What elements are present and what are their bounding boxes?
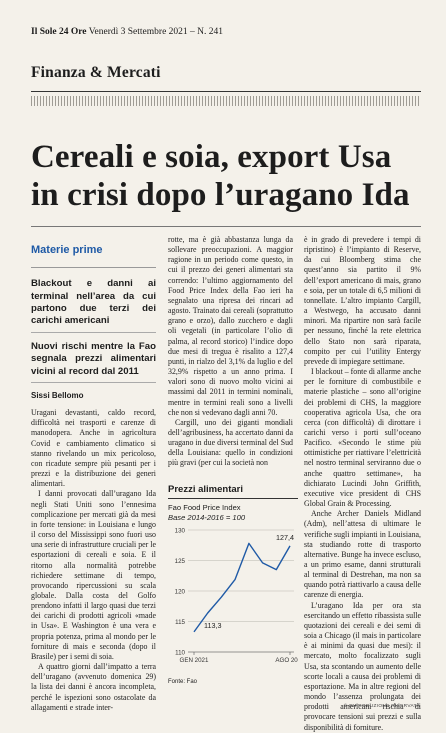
issue-number: – N. 241 <box>190 27 223 37</box>
issue-date: Venerdì 3 Settembre 2021 <box>89 27 188 37</box>
body-paragraph: Uragani devastanti, caldo record, diffic… <box>31 408 156 489</box>
chart-base-note: Base 2014-2016 = 100 <box>168 513 298 523</box>
body-paragraph: è in grado di prevedere i tempi di ripri… <box>304 235 421 367</box>
y-tick-label: 110 <box>175 650 185 657</box>
author-divider <box>31 382 156 383</box>
body-paragraph: L’uragano Ida per ora sta esercitando un… <box>304 601 421 733</box>
kicker-label: Materie prime <box>31 245 156 255</box>
chart-source: Fonte: Fao <box>168 679 298 685</box>
body-paragraph: Anche Archer Daniels Midland (Adm), nell… <box>304 509 421 600</box>
body-paragraph: A quattro giorni dall’impatto a terra de… <box>31 662 156 713</box>
y-tick-label: 130 <box>175 528 186 535</box>
chart-subtitle: Fao Food Price Index Base 2014-2016 = 10… <box>168 503 298 522</box>
headline-rule <box>31 226 421 227</box>
masthead: Il Sole 24 Ore Venerdì 3 Settembre 2021 … <box>31 27 223 37</box>
chart-plot: 110 115 120 125 130 113,3 127,4 GEN 2021 AGO 202… <box>168 522 298 672</box>
column-2: rotte, ma è già abbastanza lunga da soll… <box>168 235 293 469</box>
callout-low-label: 113,3 <box>204 621 221 630</box>
section-title: Finanza & Mercati <box>31 64 161 82</box>
summary-2: Nuovi rischi mentre la Fao segnala prezz… <box>31 341 156 378</box>
body-paragraph: rotte, ma è già abbastanza lunga da soll… <box>168 235 293 418</box>
chart-index-name: Fao Food Price Index <box>168 503 298 513</box>
x-tick-label: GEN 2021 <box>180 657 209 664</box>
summary-divider <box>31 332 156 333</box>
copyright-notice: © RIPRODUZIONE RISERVATA <box>344 704 420 709</box>
callout-high-label: 127,4 <box>276 533 294 542</box>
kicker-rule <box>31 267 156 268</box>
body-paragraph: I danni provocati dall’uragano Ida negli… <box>31 489 156 662</box>
column-1: Materie prime Blackout e danni ai termin… <box>31 235 156 713</box>
article-headline: Cereali e soia, export Usa in crisi dopo… <box>31 138 421 214</box>
column-3: è in grado di prevedere i tempi di ripri… <box>304 235 421 733</box>
decorative-hatch-band <box>31 96 421 106</box>
y-tick-label: 115 <box>175 619 185 626</box>
body-paragraph: I blackout – fonte di allarme anche per … <box>304 367 421 509</box>
series-line <box>194 544 290 633</box>
newspaper-brand: Il Sole 24 Ore <box>31 27 87 37</box>
body-paragraph: Cargill, uno dei giganti mondiali dell’a… <box>168 418 293 469</box>
y-tick-label: 125 <box>175 558 186 565</box>
y-tick-label: 120 <box>175 589 186 596</box>
food-price-chart: Prezzi alimentari Fao Food Price Index B… <box>168 484 298 692</box>
summary-1: Blackout e danni ai terminal nell’area d… <box>31 278 156 328</box>
author-byline: Sissi Bellomo <box>31 391 156 401</box>
section-rule <box>31 91 421 92</box>
x-tick-label: AGO 2021 <box>275 657 298 664</box>
chart-title: Prezzi alimentari <box>168 484 298 499</box>
